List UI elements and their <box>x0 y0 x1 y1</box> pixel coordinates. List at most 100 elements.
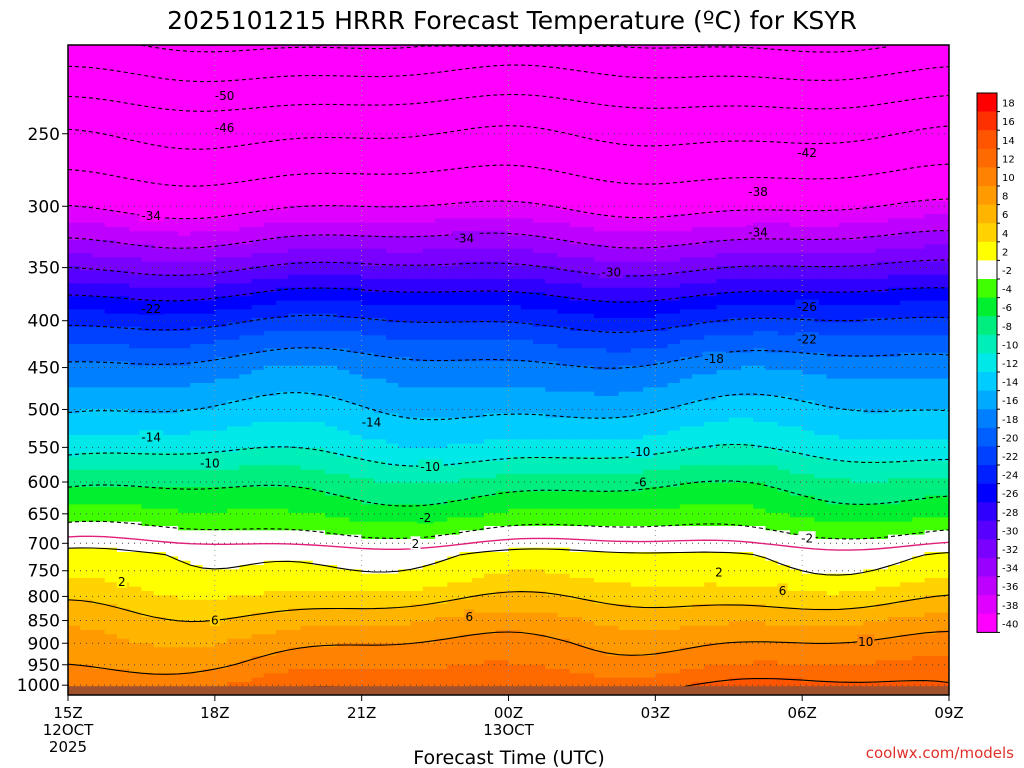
temperature-cell <box>276 682 289 687</box>
temperature-cell <box>422 84 436 89</box>
temperature-cell <box>459 656 473 661</box>
temperature-cell <box>300 439 314 445</box>
temperature-cell <box>214 257 228 263</box>
temperature-cell <box>459 261 473 267</box>
temperature-cell <box>239 573 253 579</box>
temperature-cell <box>435 582 448 588</box>
temperature-cell <box>227 604 240 609</box>
temperature-cell <box>263 131 277 137</box>
temperature-cell <box>165 326 179 332</box>
temperature-cell <box>300 352 314 358</box>
temperature-cell <box>312 521 326 527</box>
temperature-cell <box>324 396 338 401</box>
temperature-cell <box>361 183 375 189</box>
temperature-cell <box>165 296 179 302</box>
temperature-cell <box>202 292 216 297</box>
temperature-cell <box>227 231 240 237</box>
temperature-cell <box>263 170 277 176</box>
temperature-cell <box>410 604 424 609</box>
temperature-cell <box>92 565 106 570</box>
temperature-cell <box>129 75 143 81</box>
temperature-cell <box>190 283 204 289</box>
temperature-cell <box>447 88 461 94</box>
temperature-cell <box>141 196 155 202</box>
temperature-cell <box>373 508 387 514</box>
temperature-cell <box>263 352 277 358</box>
temperature-cell <box>373 656 387 661</box>
temperature-cell <box>92 612 106 618</box>
temperature-cell <box>129 71 143 76</box>
temperature-cell <box>80 75 94 81</box>
temperature-cell <box>251 322 265 328</box>
temperature-cell <box>361 179 375 185</box>
temperature-cell <box>251 469 265 475</box>
temperature-cell <box>422 452 436 458</box>
temperature-cell <box>239 378 253 384</box>
temperature-cell <box>435 79 448 85</box>
temperature-cell <box>435 513 448 518</box>
temperature-cell <box>324 513 338 518</box>
temperature-cell <box>276 478 289 484</box>
temperature-cell <box>239 71 253 76</box>
temperature-cell <box>373 305 387 310</box>
temperature-cell <box>410 322 424 328</box>
temperature-cell <box>324 552 338 557</box>
temperature-cell <box>129 58 143 63</box>
temperature-cell <box>349 521 363 527</box>
temperature-cell <box>80 547 94 553</box>
temperature-cell <box>324 426 338 432</box>
temperature-cell <box>190 183 204 189</box>
temperature-cell <box>410 179 424 185</box>
temperature-cell <box>361 279 375 284</box>
temperature-cell <box>337 240 351 245</box>
temperature-cell <box>141 651 155 657</box>
temperature-cell <box>435 456 448 462</box>
temperature-cell <box>153 170 167 176</box>
temperature-cell <box>337 673 351 679</box>
temperature-cell <box>398 244 412 250</box>
temperature-cell <box>324 413 338 419</box>
temperature-cell <box>190 560 204 566</box>
temperature-cell <box>288 209 302 215</box>
temperature-cell <box>239 209 253 215</box>
temperature-cell <box>312 435 326 440</box>
temperature-cell <box>68 196 81 202</box>
temperature-cell <box>129 140 143 146</box>
temperature-cell <box>276 296 289 302</box>
temperature-cell <box>214 474 228 479</box>
temperature-cell <box>386 123 399 128</box>
temperature-cell <box>92 266 106 271</box>
temperature-cell <box>263 231 277 237</box>
temperature-cell <box>288 153 302 159</box>
temperature-cell <box>312 166 326 172</box>
temperature-cell <box>227 430 240 436</box>
temperature-cell <box>214 452 228 458</box>
temperature-cell <box>202 97 216 102</box>
temperature-cell <box>104 430 118 436</box>
temperature-cell <box>190 673 204 679</box>
temperature-cell <box>251 218 265 224</box>
temperature-cell <box>459 205 473 211</box>
temperature-cell <box>447 227 461 232</box>
temperature-cell <box>153 331 167 336</box>
temperature-cell <box>239 422 253 427</box>
temperature-cell <box>288 469 302 475</box>
temperature-cell <box>239 114 253 120</box>
temperature-cell <box>202 222 216 228</box>
temperature-cell <box>435 266 448 271</box>
temperature-cell <box>471 201 485 206</box>
temperature-cell <box>288 374 302 380</box>
temperature-cell <box>422 495 436 501</box>
temperature-cell <box>165 638 179 644</box>
temperature-cell <box>214 660 228 666</box>
temperature-cell <box>214 170 228 176</box>
temperature-cell <box>435 153 448 159</box>
temperature-cell <box>153 651 167 657</box>
temperature-cell <box>178 625 191 631</box>
temperature-cell <box>361 170 375 176</box>
temperature-cell <box>373 357 387 362</box>
temperature-cell <box>129 508 143 514</box>
temperature-cell <box>251 543 265 549</box>
temperature-cell <box>178 582 191 588</box>
temperature-cell <box>202 183 216 189</box>
